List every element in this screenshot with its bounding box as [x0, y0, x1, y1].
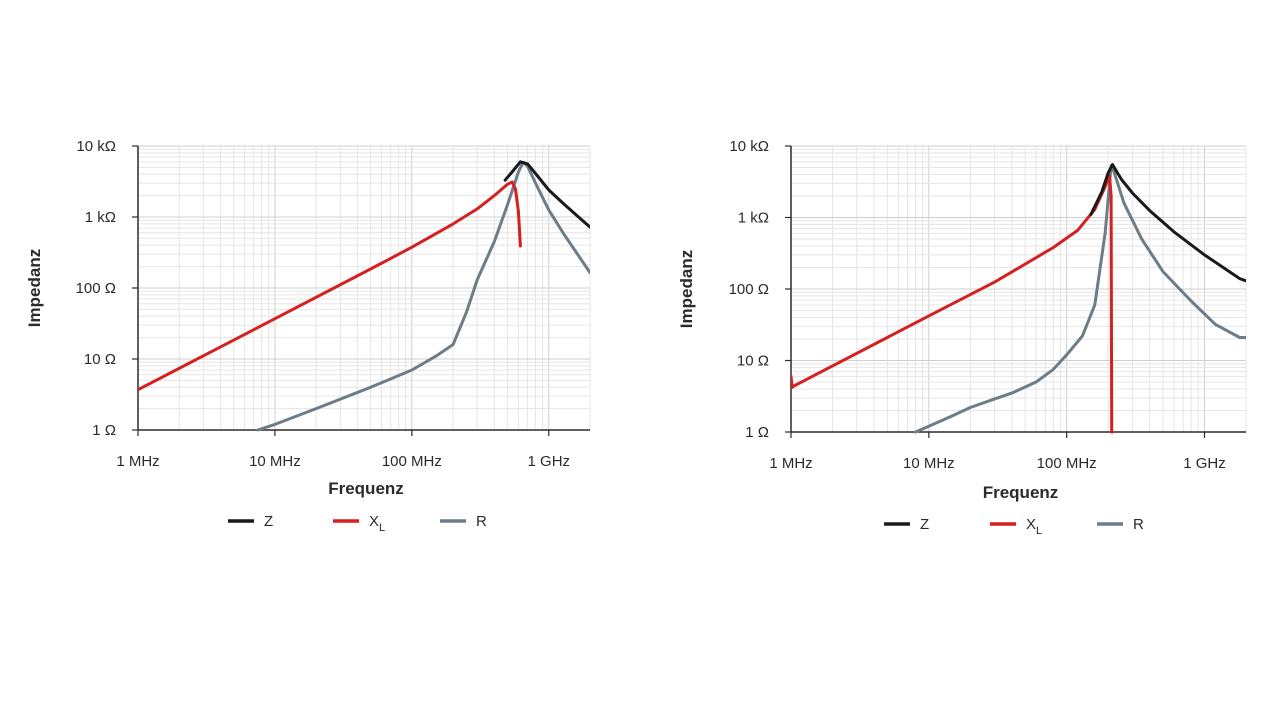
- y-tick-label: 1 kΩ: [85, 209, 116, 226]
- y-tick-label: 100 Ω: [729, 281, 769, 298]
- legend-item-z: Z: [884, 516, 929, 533]
- x-tick-label: 100 MHz: [1037, 455, 1097, 472]
- series-line-r: [256, 160, 590, 432]
- legend-label: XL: [369, 513, 385, 534]
- series-line-xl: [791, 174, 1114, 434]
- legend-label: Z: [264, 513, 273, 530]
- legend-label: R: [1133, 516, 1144, 533]
- y-tick-label: 10 Ω: [737, 353, 769, 370]
- y-axis-title: Impedanz: [25, 249, 44, 327]
- legend-item-xl: XL: [333, 513, 385, 534]
- x-tick-label: 10 MHz: [903, 455, 955, 472]
- y-tick-label: 100 Ω: [76, 280, 116, 297]
- grid: [790, 145, 1247, 433]
- x-tick-label: 1 MHz: [116, 453, 159, 470]
- legend-item-z: Z: [228, 513, 273, 530]
- chart-1: 1 Ω 10 Ω 100 Ω 1 kΩ 10 kΩ 1 MHz 10 MHz 100 MHz 1…: [25, 138, 591, 534]
- legend-label: R: [476, 513, 487, 530]
- y-tick-label: 1 kΩ: [738, 210, 769, 227]
- grid: [137, 145, 591, 431]
- x-tick-label: 10 MHz: [249, 453, 301, 470]
- series-line-z: [1089, 163, 1246, 283]
- chart-2: 1 Ω 10 Ω 100 Ω 1 kΩ 10 kΩ 1 MHz 10 MHz 100 MHz 1…: [677, 138, 1247, 537]
- legend-item-xl: XL: [990, 516, 1042, 537]
- y-tick-label: 10 kΩ: [76, 138, 116, 155]
- series-line-xl: [138, 180, 522, 392]
- legend-label: Z: [920, 516, 929, 533]
- series-line-z: [503, 160, 590, 229]
- series-line-r: [914, 164, 1246, 434]
- legend-label: XL: [1026, 516, 1042, 537]
- y-tick-label: 1 Ω: [92, 422, 116, 439]
- legend-item-r: R: [1097, 516, 1144, 533]
- y-axis-title: Impedanz: [677, 250, 696, 328]
- x-tick-label: 100 MHz: [382, 453, 442, 470]
- x-axis-title: Frequenz: [983, 483, 1059, 502]
- x-tick-label: 1 GHz: [528, 453, 571, 470]
- y-tick-label: 10 kΩ: [729, 138, 769, 155]
- y-tick-label: 10 Ω: [84, 351, 116, 368]
- y-tick-label: 1 Ω: [745, 424, 769, 441]
- x-axis-title: Frequenz: [328, 479, 404, 498]
- legend-item-r: R: [440, 513, 487, 530]
- x-tick-label: 1 GHz: [1183, 455, 1226, 472]
- x-tick-label: 1 MHz: [769, 455, 812, 472]
